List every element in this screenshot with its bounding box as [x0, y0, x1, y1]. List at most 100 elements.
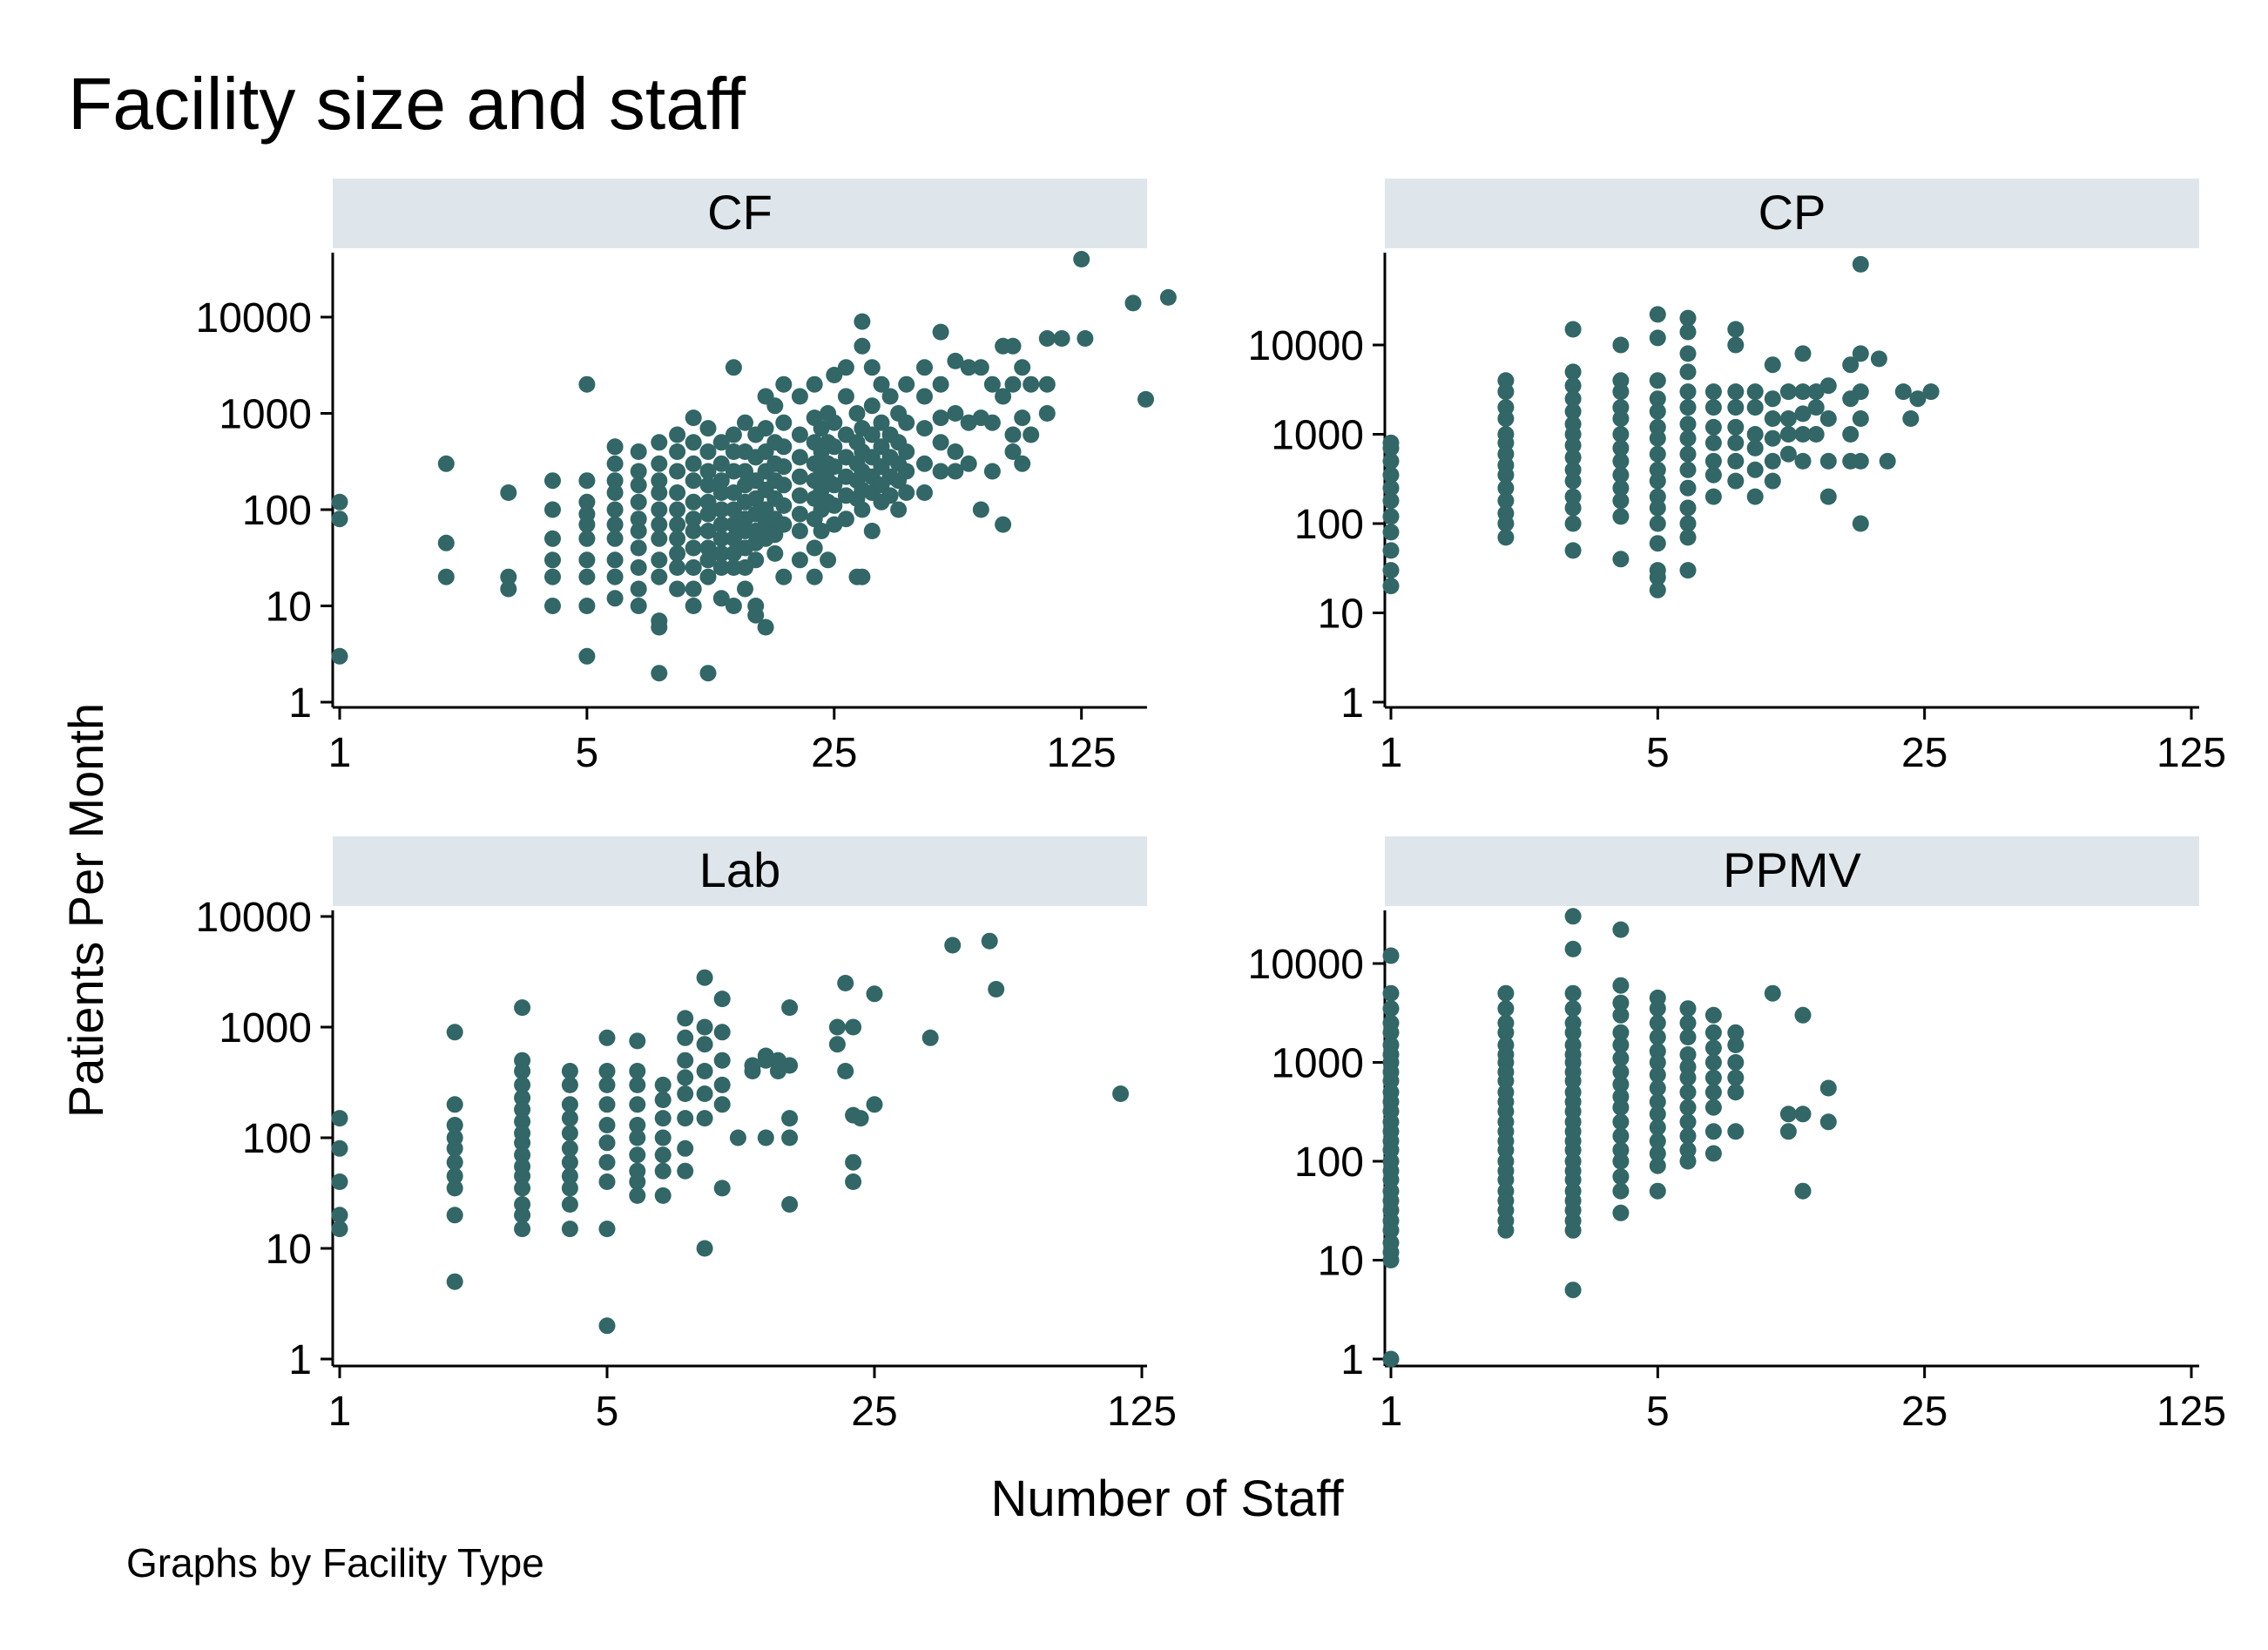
y-tick-label-cp-100: 100 [1294, 502, 1364, 548]
data-point-lab-0 [331, 1110, 348, 1127]
data-point-lab-55 [629, 1096, 646, 1113]
panel-ppmv: PPMV 1 10 100 1000 10000 1 5 25 125 [1248, 836, 2226, 1435]
data-point-lab-67 [654, 1162, 672, 1180]
x-tick-label-lab-1: 1 [328, 1389, 352, 1435]
data-point-cp-81 [1679, 499, 1697, 517]
data-point-cp-73 [1679, 363, 1697, 381]
data-point-cf-52 [651, 551, 668, 569]
data-point-cf-88 [699, 665, 717, 682]
data-point-cf-163 [806, 375, 823, 393]
data-point-ppmv-63 [1564, 1072, 1582, 1090]
data-point-ppmv-133 [1704, 1145, 1722, 1162]
data-point-cf-246 [932, 375, 949, 393]
data-point-lab-4 [331, 1221, 348, 1238]
x-tick-label-ppmv-5: 5 [1646, 1389, 1670, 1435]
data-point-cf-67 [685, 409, 702, 427]
data-point-cp-101 [1746, 399, 1764, 416]
data-point-cf-48 [651, 484, 668, 501]
panel-title-lab: Lab [699, 842, 780, 897]
data-point-ppmv-114 [1679, 1014, 1697, 1031]
panel-cf: CF 1 10 100 1000 10000 1 5 25 125 [196, 179, 1177, 776]
points-ppmv [1382, 908, 1837, 1368]
data-point-cp-91 [1704, 488, 1722, 505]
data-point-ppmv-96 [1612, 1182, 1630, 1200]
data-point-lab-38 [561, 1167, 578, 1185]
y-tick-label-ppmv-1000: 1000 [1271, 1041, 1364, 1087]
data-point-cp-8 [1382, 542, 1400, 559]
data-point-cf-139 [766, 397, 784, 415]
data-point-ppmv-91 [1612, 1113, 1630, 1131]
data-point-ppmv-141 [1779, 1106, 1797, 1123]
data-point-cf-272 [1014, 455, 1031, 472]
data-point-cf-73 [685, 523, 702, 539]
data-point-ppmv-32 [1497, 1024, 1515, 1041]
data-point-cp-12 [1497, 383, 1515, 401]
data-point-lab-47 [598, 1134, 616, 1152]
data-point-cf-44 [630, 598, 647, 614]
data-point-ppmv-130 [1704, 1084, 1722, 1101]
data-point-cf-250 [947, 352, 964, 369]
data-point-cf-74 [685, 539, 702, 557]
data-point-cp-77 [1679, 429, 1697, 447]
data-point-cf-77 [685, 598, 702, 614]
data-point-cp-2 [1382, 452, 1400, 470]
data-point-cp-38 [1564, 515, 1582, 532]
data-point-lab-30 [514, 1221, 531, 1238]
data-point-cp-79 [1679, 461, 1697, 478]
panel-header-cp [1385, 179, 2199, 248]
data-point-lab-15 [514, 999, 531, 1017]
data-point-cf-247 [932, 409, 949, 427]
data-point-cp-87 [1704, 418, 1722, 436]
data-point-lab-53 [629, 1063, 646, 1079]
x-tick-label-cp-125: 125 [2157, 730, 2226, 776]
data-point-lab-101 [781, 1129, 799, 1146]
data-point-ppmv-85 [1612, 1037, 1630, 1053]
data-point-cf-161 [791, 523, 808, 539]
data-point-ppmv-24 [1382, 1221, 1400, 1239]
data-point-cp-88 [1704, 434, 1722, 451]
data-point-cf-269 [1004, 443, 1022, 460]
panel-header-lab [333, 836, 1147, 906]
data-point-cp-98 [1727, 452, 1745, 470]
data-point-cp-75 [1679, 399, 1697, 416]
data-point-cp-45 [1612, 426, 1630, 443]
data-point-ppmv-103 [1649, 1054, 1666, 1071]
data-point-cf-149 [775, 438, 793, 456]
data-point-cf-93 [712, 501, 730, 518]
panel-header-cf [333, 179, 1147, 248]
data-point-cp-50 [1612, 492, 1630, 510]
data-point-cf-260 [983, 375, 1001, 393]
data-point-cp-80 [1679, 479, 1697, 497]
data-point-cf-256 [960, 455, 977, 472]
data-point-lab-117 [988, 981, 1005, 997]
y-tick-label-cf-1000: 1000 [219, 392, 312, 438]
panel-lab: Lab 1 10 100 1000 10000 1 5 25 125 [196, 836, 1177, 1435]
data-point-cf-109 [725, 598, 742, 614]
data-point-cf-254 [960, 359, 977, 376]
data-point-cf-27 [606, 472, 624, 490]
data-point-cf-155 [791, 388, 808, 405]
data-point-cf-43 [630, 580, 647, 598]
data-point-cf-235 [898, 375, 915, 393]
data-point-ppmv-138 [1727, 1084, 1745, 1101]
data-point-cf-146 [766, 544, 784, 562]
data-point-ppmv-88 [1612, 1076, 1630, 1093]
data-point-lab-72 [677, 1069, 694, 1086]
data-point-cf-148 [775, 414, 793, 431]
data-point-cf-41 [630, 539, 647, 557]
x-tick-label-cf-25: 25 [811, 730, 857, 776]
data-point-ppmv-135 [1727, 1037, 1745, 1053]
data-point-ppmv-28 [1382, 1350, 1400, 1368]
data-point-cf-87 [699, 568, 717, 585]
x-tick-label-cp-5: 5 [1646, 730, 1670, 776]
data-point-cf-150 [775, 458, 793, 476]
data-point-ppmv-127 [1704, 1039, 1722, 1057]
data-point-cf-186 [826, 438, 843, 456]
data-point-cf-84 [699, 523, 717, 539]
y-tick-label-cf-1: 1 [288, 680, 312, 727]
data-point-cf-59 [669, 463, 686, 480]
data-point-lab-42 [598, 1029, 616, 1046]
data-point-lab-65 [654, 1129, 672, 1146]
data-point-cp-89 [1704, 452, 1722, 470]
data-point-cf-42 [630, 559, 647, 576]
